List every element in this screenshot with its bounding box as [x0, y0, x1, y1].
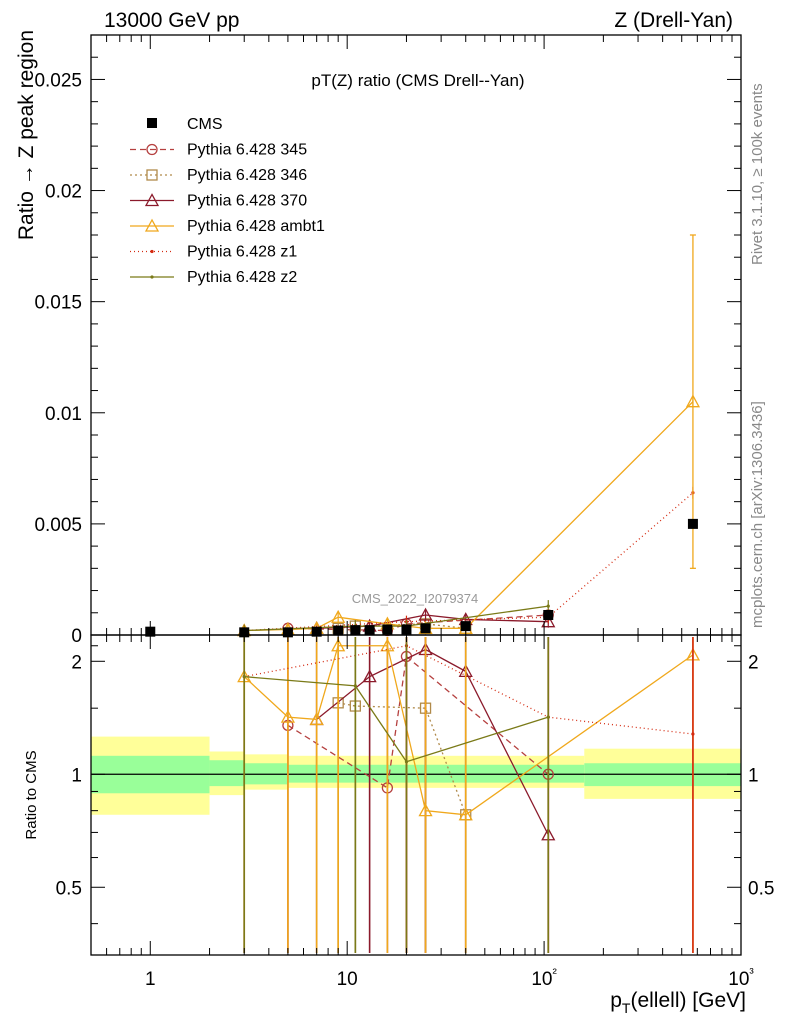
- legend-marker: [144, 193, 160, 207]
- x-axis-label-p: p: [610, 989, 622, 1012]
- y-tick-label: 0.015: [34, 293, 82, 314]
- ratio-point: [353, 684, 357, 688]
- series-line-ratio: [243, 645, 694, 816]
- y-axis-label: Ratio → Z peak region: [15, 30, 38, 240]
- y-tick-label: 0.005: [34, 515, 82, 536]
- x-tick-label: 1: [145, 969, 156, 990]
- data-point: [364, 625, 375, 636]
- point: [546, 604, 550, 608]
- axes: [90, 34, 742, 956]
- x-tick-label: 10²: [531, 965, 557, 990]
- legend-entry-4: Pythia 6.428 z1: [130, 244, 297, 261]
- ratio-point: [242, 675, 246, 679]
- ratio-point: [458, 807, 473, 821]
- legend-marker: [150, 249, 154, 254]
- ratio-panel-frame: [90, 634, 742, 956]
- legend-label: Pythia 6.428 z2: [187, 269, 297, 286]
- legend-entry-3: Pythia 6.428 ambt1: [130, 218, 325, 235]
- watermark: CMS_2022_I2079374: [352, 591, 479, 606]
- x-tick-label: 10³: [728, 965, 754, 990]
- ratio-tick-label-right: 2: [748, 652, 759, 673]
- legend-label: Pythia 6.428 370: [187, 193, 307, 210]
- x-tick-label-base: 10: [531, 969, 552, 990]
- legend-marker: [147, 118, 157, 128]
- ratio-point: [691, 732, 695, 736]
- ratio-point: [309, 712, 324, 726]
- legend-marker: [146, 169, 158, 181]
- legend-entry-2: Pythia 6.428 370: [130, 193, 307, 210]
- legend-entry-data: CMS: [147, 116, 223, 133]
- ratio-point: [546, 715, 550, 719]
- series-line-ratio: [287, 655, 549, 789]
- band-inner: [209, 760, 245, 787]
- x-tick-label-base: 10: [728, 969, 749, 990]
- tick-marks: [90, 35, 741, 955]
- legend-label: CMS: [187, 116, 223, 133]
- ratio-point: [418, 803, 433, 817]
- legend-entry-1: Pythia 6.428 346: [130, 167, 307, 184]
- ratio-point: [362, 669, 377, 683]
- ratio-point: [331, 638, 346, 652]
- legend-label: Pythia 6.428 346: [187, 167, 307, 184]
- ratio-point: [404, 760, 409, 764]
- ratio-tick-label: 1: [71, 765, 82, 786]
- legend-label: Pythia 6.428 345: [187, 142, 307, 159]
- legend-label: Pythia 6.428 ambt1: [187, 218, 325, 235]
- ratio-tick-label: 0.5: [56, 878, 82, 899]
- ratio-tick-label-right: 0.5: [748, 878, 774, 899]
- series-line-ratio: [244, 676, 549, 763]
- ratio-tick-label: 2: [71, 652, 82, 673]
- ratio-point: [280, 709, 296, 723]
- legend-marker: [150, 275, 154, 279]
- x-tick-label-exp: ²: [552, 965, 557, 980]
- series-line-main: [244, 492, 694, 632]
- data-point: [460, 621, 471, 632]
- data-point: [543, 610, 554, 620]
- data-point: [350, 625, 361, 636]
- legend: CMS Pythia 6.428 345 Pythia 6.428 346 Pythi…: [130, 116, 325, 286]
- x-tick-label-exp: ³: [749, 965, 754, 980]
- ratio-tick-label-right: 1: [748, 765, 759, 786]
- side-text-top: Rivet 3.1.10, ≥ 100k events: [749, 83, 766, 265]
- legend-marker: [144, 218, 160, 232]
- header-left: 13000 GeV pp: [104, 9, 239, 32]
- legend-label: Pythia 6.428 z1: [187, 244, 297, 261]
- header-right: Z (Drell-Yan): [614, 9, 733, 32]
- ratio-axis-label: Ratio to CMS: [23, 750, 40, 839]
- x-axis-label-sub: T: [622, 1000, 631, 1016]
- x-axis-label-rest: (ellell) [GeV]: [630, 989, 746, 1012]
- y-tick-label: 0.025: [34, 70, 82, 91]
- data-point: [420, 623, 431, 634]
- data-point: [687, 518, 698, 529]
- series-5: [242, 600, 550, 953]
- y-tick-label: 0.02: [45, 182, 82, 203]
- side-text-bottom: mcplots.cern.ch [arXiv:1306.3436]: [749, 401, 766, 628]
- series-line-ratio: [244, 645, 694, 735]
- data-point: [382, 624, 393, 635]
- x-tick-label: 10: [337, 969, 358, 990]
- series-line-main: [244, 605, 549, 632]
- point: [418, 607, 433, 621]
- y-tick-label: 0: [71, 626, 82, 647]
- legend-marker: [146, 143, 158, 156]
- series-4: [242, 486, 695, 953]
- series-3: [237, 394, 701, 953]
- x-axis-label: pT(ellell) [GeV]: [610, 989, 746, 1016]
- uncertainty-bands: [91, 736, 741, 815]
- point: [541, 614, 556, 628]
- point: [331, 609, 346, 623]
- ratio-point: [380, 638, 395, 652]
- legend-entry-0: Pythia 6.428 345: [130, 142, 307, 159]
- y-tick-label: 0.01: [45, 404, 82, 425]
- legend-entry-5: Pythia 6.428 z2: [130, 269, 297, 286]
- chart-title: pT(Z) ratio (CMS Drell--Yan): [311, 71, 524, 90]
